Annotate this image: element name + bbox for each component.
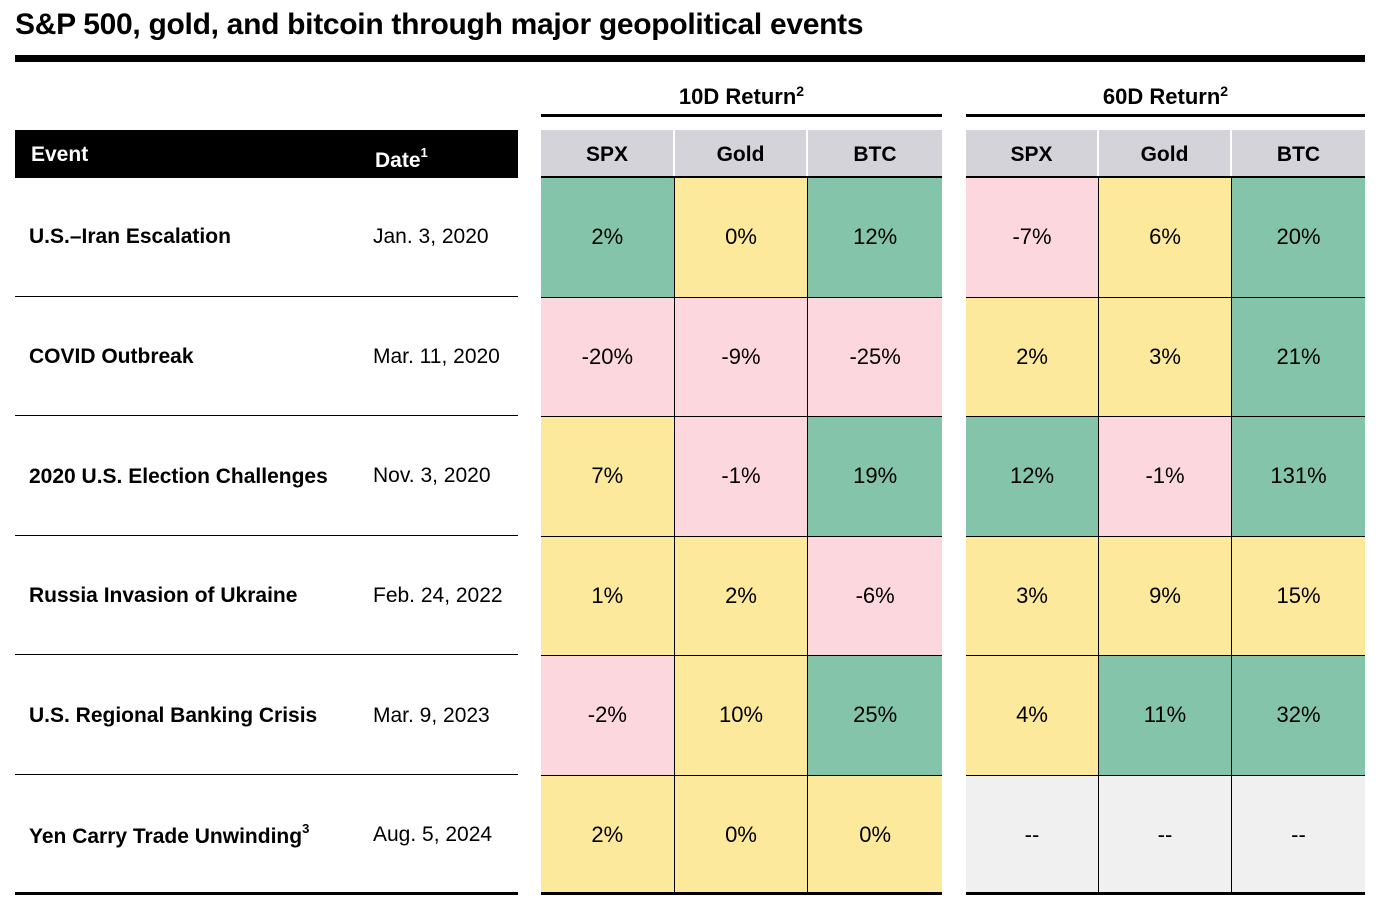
return-cell-spx: 7% xyxy=(541,417,675,537)
return-cell-btc: 12% xyxy=(808,178,942,298)
header-underline-10d xyxy=(541,176,942,179)
return-cell-gold: -- xyxy=(1099,775,1232,895)
return-cell-gold: 9% xyxy=(1099,536,1232,656)
return-cell-spx: -7% xyxy=(966,178,1099,298)
row-divider xyxy=(15,535,518,536)
return-cell-btc: 131% xyxy=(1232,417,1365,537)
chart-title: S&P 500, gold, and bitcoin through major… xyxy=(15,8,864,41)
return-cell-spx: 2% xyxy=(966,297,1099,417)
group-rule-60d xyxy=(966,114,1365,117)
return-cell-spx: 3% xyxy=(966,536,1099,656)
returns-grid-60d: -7% 6% 20% 2% 3% 21% 12% -1% 131% 3% 9% 15% 4% 11% 32%… xyxy=(966,178,1365,895)
return-cell-gold: 6% xyxy=(1099,178,1232,298)
return-cell-btc: 21% xyxy=(1232,297,1365,417)
return-cell-spx: -20% xyxy=(541,297,675,417)
event-label-text: Yen Carry Trade Unwinding xyxy=(29,825,303,848)
return-cell-spx: 12% xyxy=(966,417,1099,537)
return-cell-spx: -2% xyxy=(541,656,675,776)
table-bottom-rule xyxy=(15,892,518,895)
return-cell-spx: -- xyxy=(966,775,1099,895)
return-cell-gold: 0% xyxy=(674,775,809,895)
grid-bottom-rule-60d xyxy=(966,892,1365,895)
return-cell-gold: -9% xyxy=(674,297,809,417)
return-cell-btc: 20% xyxy=(1232,178,1365,298)
return-cell-btc: 0% xyxy=(808,775,942,895)
event-date: Feb. 24, 2022 xyxy=(373,584,503,607)
return-cell-gold: -1% xyxy=(674,417,809,537)
return-cell-btc: -25% xyxy=(808,297,942,417)
return-cell-spx: 4% xyxy=(966,656,1099,776)
group-label-60d: 60D Return2 xyxy=(966,80,1365,114)
return-cell-gold: 10% xyxy=(674,656,809,776)
column-header-spx: SPX xyxy=(966,130,1099,176)
event-date: Mar. 11, 2020 xyxy=(373,345,500,368)
returns-grid-10d: 2% 0% 12% -20% -9% -25% 7% -1% 19% 1% 2% -6% -2% 10% 2… xyxy=(541,178,942,895)
group-label-60d-footnote: 2 xyxy=(1220,83,1229,99)
column-header-btc: BTC xyxy=(1276,143,1321,166)
event-label: Yen Carry Trade Unwinding3 xyxy=(29,821,310,849)
return-cell-btc: -- xyxy=(1232,775,1365,895)
return-cell-gold: 3% xyxy=(1099,297,1232,417)
return-cell-btc: 32% xyxy=(1232,656,1365,776)
header-event: Event xyxy=(31,143,89,166)
return-cell-btc: 19% xyxy=(808,417,942,537)
column-header-60d: SPX Gold BTC xyxy=(966,130,1365,176)
event-label: 2020 U.S. Election Challenges xyxy=(29,465,328,488)
return-cell-gold: 2% xyxy=(674,536,809,656)
title-rule xyxy=(15,55,1365,62)
event-date: Nov. 3, 2020 xyxy=(373,464,491,487)
return-cell-btc: 15% xyxy=(1232,536,1365,656)
event-label: Russia Invasion of Ukraine xyxy=(29,584,298,607)
return-cell-spx: 2% xyxy=(541,178,675,298)
left-header-bar: Event Date1 xyxy=(15,130,518,178)
column-header-gold: Gold xyxy=(675,130,808,176)
return-cell-btc: 25% xyxy=(808,656,942,776)
event-date: Aug. 5, 2024 xyxy=(373,823,493,846)
event-label: U.S.–Iran Escalation xyxy=(29,225,231,248)
header-date-footnote: 1 xyxy=(420,145,428,160)
header-date: Date1 xyxy=(375,130,428,178)
column-header-10d: SPX Gold BTC xyxy=(541,130,942,176)
event-label: U.S. Regional Banking Crisis xyxy=(29,704,318,727)
group-label-10d-footnote: 2 xyxy=(796,83,805,99)
return-cell-gold: -1% xyxy=(1099,417,1232,537)
column-header-btc: BTC xyxy=(853,143,897,166)
group-label-60d-text: 60D Return xyxy=(1102,84,1221,109)
group-rule-10d xyxy=(541,114,942,117)
event-date: Jan. 3, 2020 xyxy=(373,225,489,248)
group-label-10d-text: 10D Return xyxy=(678,84,797,109)
event-footnote: 3 xyxy=(302,821,310,836)
return-cell-btc: -6% xyxy=(808,536,942,656)
event-date: Mar. 9, 2023 xyxy=(373,704,490,727)
return-cell-spx: 2% xyxy=(541,775,675,895)
row-divider xyxy=(15,654,518,655)
event-label: COVID Outbreak xyxy=(29,345,194,368)
return-cell-spx: 1% xyxy=(541,536,675,656)
row-divider xyxy=(15,296,518,297)
row-divider xyxy=(15,415,518,416)
row-divider xyxy=(15,774,518,775)
header-date-text: Date xyxy=(375,149,421,172)
return-cell-gold: 11% xyxy=(1099,656,1232,776)
group-label-10d: 10D Return2 xyxy=(541,80,942,114)
column-header-spx: SPX xyxy=(541,130,675,176)
header-underline-60d xyxy=(966,176,1365,179)
column-header-gold: Gold xyxy=(1099,130,1232,176)
return-cell-gold: 0% xyxy=(674,178,809,298)
grid-bottom-rule-10d xyxy=(541,892,942,895)
